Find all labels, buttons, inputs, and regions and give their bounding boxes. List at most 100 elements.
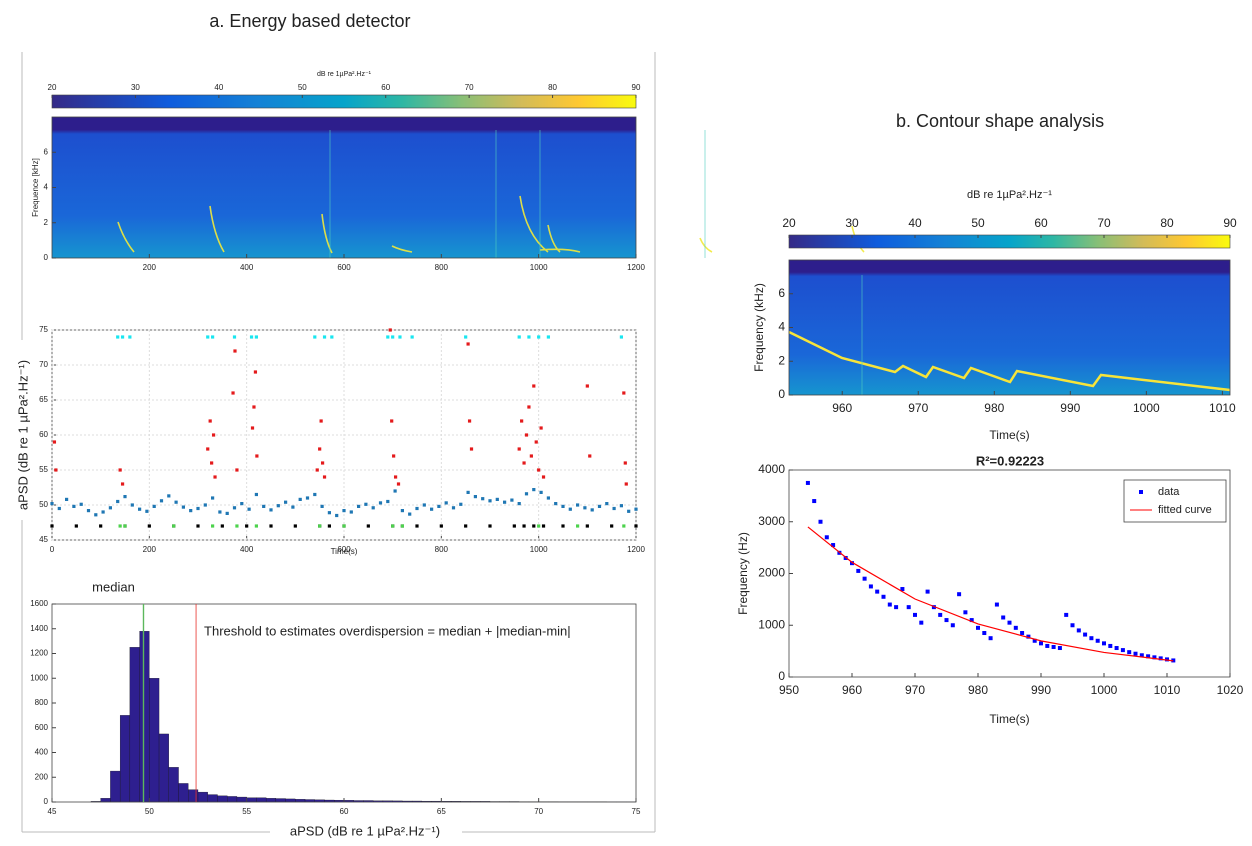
data-point	[415, 506, 419, 511]
data-point	[1152, 655, 1157, 660]
colorbar-label: dB re 1µPa².Hz⁻¹	[967, 189, 1052, 201]
data-point	[74, 524, 78, 528]
data-point	[537, 335, 541, 339]
data-point	[522, 461, 526, 465]
data-point	[583, 506, 587, 510]
x-tick-label: 600	[337, 545, 351, 554]
data-point	[622, 524, 626, 528]
y-axis-label: Frequency (Hz)	[736, 532, 750, 615]
data-point	[994, 602, 999, 607]
data-point	[1114, 646, 1119, 651]
data-point	[541, 524, 546, 528]
histogram-bar	[188, 789, 199, 803]
data-point	[612, 506, 616, 511]
colorbar-tick-label: 30	[845, 216, 859, 230]
data-point	[1089, 636, 1094, 641]
y-tick-label: 50	[39, 500, 48, 509]
histogram-bar	[246, 797, 257, 803]
data-point	[444, 501, 448, 505]
data-point	[850, 561, 854, 566]
data-point	[805, 480, 810, 485]
data-point	[546, 335, 550, 339]
data-point	[1133, 651, 1138, 656]
data-point	[318, 447, 322, 451]
data-point	[517, 335, 521, 339]
y-tick-label: 45	[39, 535, 48, 544]
colorbar	[51, 94, 637, 109]
histogram-bar	[207, 794, 218, 803]
histogram-bar	[256, 797, 267, 803]
data-point	[950, 623, 955, 628]
colorbar-tick-label: 70	[465, 83, 474, 92]
data-point	[610, 524, 614, 528]
data-point	[218, 510, 222, 514]
data-point	[79, 502, 83, 506]
data-point	[627, 509, 631, 513]
data-point	[94, 513, 98, 517]
x-tick-label: 950	[779, 683, 799, 697]
data-point	[240, 502, 244, 506]
legend-box	[1123, 479, 1227, 523]
data-point	[254, 524, 258, 528]
data-point	[1139, 653, 1144, 658]
data-point	[422, 503, 426, 507]
data-point	[247, 507, 251, 511]
data-point	[327, 524, 331, 528]
data-point	[481, 497, 485, 501]
x-tick-label: 990	[1031, 683, 1051, 697]
data-point	[944, 618, 949, 623]
data-point	[619, 504, 623, 508]
histogram-bar	[139, 631, 150, 803]
data-point	[116, 499, 120, 504]
y-tick-label: 1400	[30, 624, 48, 633]
x-axis-label: Time(s)	[989, 428, 1029, 442]
data-point	[812, 499, 817, 504]
data-point	[467, 419, 472, 423]
y-axis-label: Frequency (kHz)	[752, 283, 766, 372]
data-point	[622, 391, 626, 395]
colorbar-tick-label: 70	[1097, 216, 1111, 230]
y-tick-label: 1000	[30, 673, 48, 682]
data-point	[65, 497, 69, 501]
histogram-bar	[285, 798, 296, 803]
data-point	[211, 335, 215, 339]
data-point	[451, 506, 456, 510]
data-point	[590, 508, 594, 512]
data-point	[931, 605, 936, 610]
histogram-bar	[129, 647, 140, 803]
x-tick-label: 960	[842, 683, 862, 697]
data-point	[539, 426, 543, 430]
chart-title: a. Energy based detector	[209, 11, 410, 31]
data-point	[349, 510, 353, 514]
data-point	[50, 502, 54, 506]
data-point	[320, 504, 324, 508]
histogram-bar	[217, 795, 228, 803]
x-tick-label: 1200	[627, 263, 645, 272]
data-point	[391, 335, 395, 339]
data-point	[1020, 631, 1025, 636]
data-point	[881, 594, 886, 599]
data-point	[1064, 612, 1069, 617]
data-point	[459, 502, 463, 506]
data-point	[189, 509, 193, 513]
data-point	[220, 524, 224, 528]
data-point	[211, 524, 215, 528]
y-axis-label: Frequence [kHz]	[31, 158, 40, 217]
data-point	[342, 524, 346, 528]
histogram-bar	[178, 783, 189, 803]
y-tick-label: 2	[778, 353, 785, 367]
x-tick-label: 1020	[1217, 683, 1244, 697]
x-tick-label: 980	[984, 401, 1004, 415]
data-point	[988, 636, 993, 641]
data-point	[576, 503, 580, 507]
x-tick-label: 60	[340, 807, 349, 816]
data-point	[554, 502, 558, 506]
data-point	[488, 499, 492, 503]
data-point	[378, 501, 383, 505]
data-point	[118, 524, 122, 528]
histogram-bar	[168, 767, 179, 803]
y-tick-label: 3000	[758, 514, 785, 528]
data-point	[410, 335, 414, 339]
data-point	[1007, 620, 1012, 625]
data-point	[1051, 644, 1056, 649]
